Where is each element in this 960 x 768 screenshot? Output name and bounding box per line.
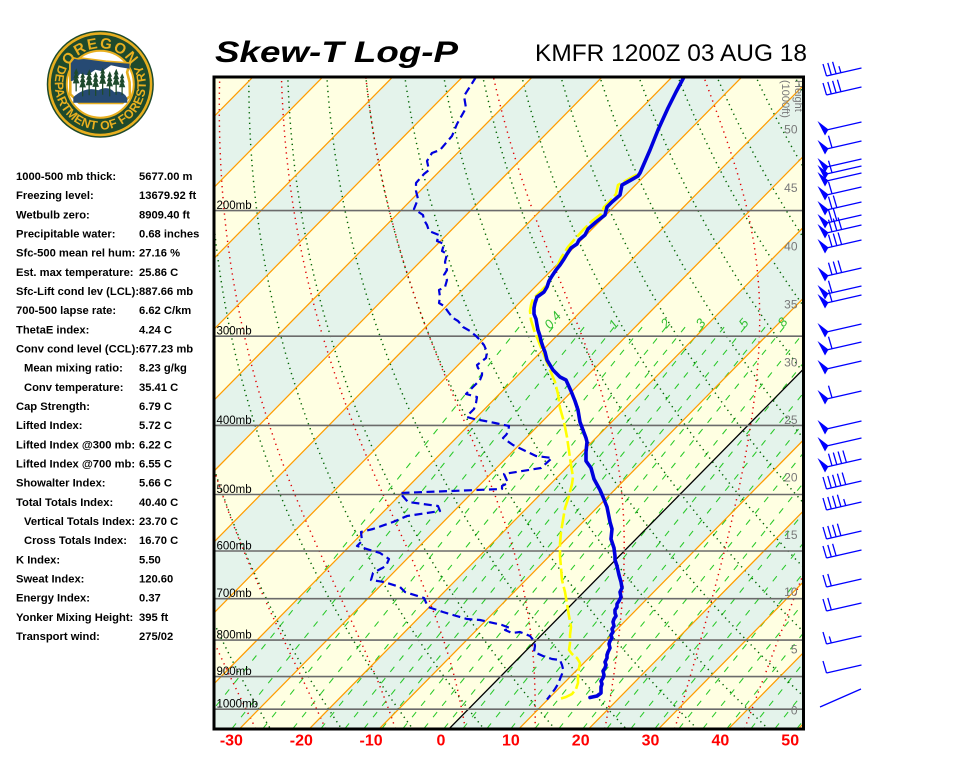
svg-text:25.86 C: 25.86 C: [139, 267, 178, 279]
svg-text:35: 35: [784, 298, 798, 312]
svg-text:400mb: 400mb: [217, 415, 252, 427]
svg-text:Lifted Index @700 mb:: Lifted Index @700 mb:: [16, 459, 135, 471]
svg-text:6.22 C: 6.22 C: [139, 439, 172, 451]
svg-text:Skew-T Log-P: Skew-T Log-P: [215, 36, 459, 69]
svg-text:200mb: 200mb: [217, 200, 252, 212]
svg-text:Sfc-500 mean rel hum:: Sfc-500 mean rel hum:: [16, 248, 135, 260]
svg-text:Yonker Mixing Height:: Yonker Mixing Height:: [16, 612, 133, 624]
svg-text:Lifted Index:: Lifted Index:: [16, 420, 83, 432]
svg-text:900mb: 900mb: [217, 666, 252, 678]
svg-text:5677.00 m: 5677.00 m: [139, 171, 193, 183]
svg-text:0.37: 0.37: [139, 593, 161, 605]
svg-text:-10: -10: [360, 733, 383, 750]
svg-text:4.24 C: 4.24 C: [139, 324, 172, 336]
svg-text:Transport wind:: Transport wind:: [16, 631, 100, 643]
svg-text:Est. max temperature:: Est. max temperature:: [16, 267, 134, 279]
svg-text:Energy Index:: Energy Index:: [16, 593, 90, 605]
svg-text:16.70 C: 16.70 C: [139, 535, 178, 547]
svg-text:275/02: 275/02: [139, 631, 173, 643]
svg-text:300mb: 300mb: [217, 326, 252, 338]
svg-text:40.40 C: 40.40 C: [139, 497, 178, 509]
svg-text:Precipitable water:: Precipitable water:: [16, 229, 115, 241]
svg-text:1000-500 mb thick:: 1000-500 mb thick:: [16, 171, 116, 183]
svg-text:Lifted Index @300 mb:: Lifted Index @300 mb:: [16, 439, 135, 451]
svg-text:0: 0: [437, 733, 446, 750]
svg-text:5.72 C: 5.72 C: [139, 420, 172, 432]
svg-text:Showalter Index:: Showalter Index:: [16, 478, 106, 490]
svg-text:600mb: 600mb: [217, 541, 252, 553]
svg-text:Vertical Totals Index:: Vertical Totals Index:: [24, 516, 135, 528]
svg-text:500mb: 500mb: [217, 484, 252, 496]
svg-text:120.60: 120.60: [139, 574, 173, 586]
svg-text:15: 15: [784, 528, 798, 542]
svg-text:Conv temperature:: Conv temperature:: [24, 382, 123, 394]
svg-text:Sfc-Lift cond lev (LCL):: Sfc-Lift cond lev (LCL):: [16, 286, 139, 298]
svg-text:Mean mixing ratio:: Mean mixing ratio:: [24, 363, 123, 375]
svg-text:Freezing level:: Freezing level:: [16, 190, 94, 202]
svg-text:0: 0: [791, 704, 798, 718]
svg-text:0.68 inches: 0.68 inches: [139, 229, 199, 241]
svg-text:-20: -20: [290, 733, 313, 750]
svg-text:6.55 C: 6.55 C: [139, 459, 172, 471]
svg-text:45: 45: [784, 181, 798, 195]
svg-text:35.41 C: 35.41 C: [139, 382, 178, 394]
svg-text:6.79 C: 6.79 C: [139, 401, 172, 413]
svg-text:800mb: 800mb: [217, 630, 252, 642]
svg-text:5: 5: [791, 643, 798, 657]
svg-text:30: 30: [642, 733, 660, 750]
svg-text:30: 30: [784, 356, 798, 370]
svg-text:1000mb: 1000mb: [217, 699, 259, 711]
svg-text:8909.40 ft: 8909.40 ft: [139, 209, 190, 221]
svg-text:KMFR 1200Z 03 AUG 18: KMFR 1200Z 03 AUG 18: [535, 40, 807, 67]
svg-text:5.50: 5.50: [139, 554, 161, 566]
svg-text:20: 20: [572, 733, 590, 750]
svg-text:ThetaE index:: ThetaE index:: [16, 324, 89, 336]
svg-text:Cap Strength:: Cap Strength:: [16, 401, 90, 413]
svg-text:K Index:: K Index:: [16, 554, 60, 566]
svg-text:27.16 %: 27.16 %: [139, 248, 180, 260]
svg-text:10: 10: [502, 733, 520, 750]
svg-text:(1000ft): (1000ft): [779, 80, 791, 118]
svg-text:Height: Height: [792, 80, 804, 112]
svg-text:6.62 C/km: 6.62 C/km: [139, 305, 191, 317]
svg-text:Sweat Index:: Sweat Index:: [16, 574, 84, 586]
svg-text:Total Totals Index:: Total Totals Index:: [16, 497, 113, 509]
svg-text:40: 40: [712, 733, 730, 750]
svg-text:Cross Totals Index:: Cross Totals Index:: [24, 535, 127, 547]
svg-text:700-500 lapse rate:: 700-500 lapse rate:: [16, 305, 116, 317]
svg-text:23.70 C: 23.70 C: [139, 516, 178, 528]
svg-text:700mb: 700mb: [217, 588, 252, 600]
svg-text:13679.92 ft: 13679.92 ft: [139, 190, 196, 202]
svg-text:887.66 mb: 887.66 mb: [139, 286, 193, 298]
svg-text:25: 25: [784, 413, 798, 427]
svg-text:Wetbulb zero:: Wetbulb zero:: [16, 209, 90, 221]
svg-text:50: 50: [784, 123, 798, 137]
svg-text:10: 10: [784, 585, 798, 599]
svg-text:8.23 g/kg: 8.23 g/kg: [139, 363, 187, 375]
svg-text:20: 20: [784, 471, 798, 485]
svg-text:-30: -30: [220, 733, 243, 750]
svg-text:50: 50: [781, 733, 799, 750]
svg-text:Conv cond level (CCL):: Conv cond level (CCL):: [16, 344, 139, 356]
svg-text:677.23 mb: 677.23 mb: [139, 344, 193, 356]
svg-text:5.66 C: 5.66 C: [139, 478, 172, 490]
svg-text:40: 40: [784, 240, 798, 254]
svg-text:395 ft: 395 ft: [139, 612, 168, 624]
